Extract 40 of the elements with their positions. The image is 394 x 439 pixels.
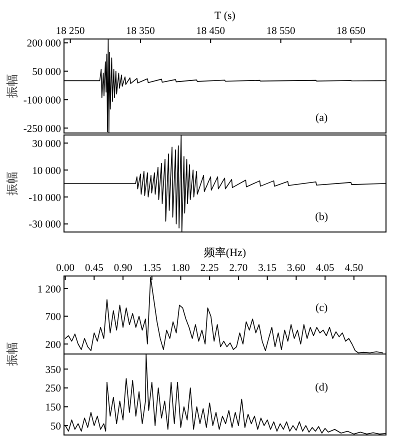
x-tick-label: 18 350 <box>126 26 155 37</box>
x-tick-label: 18 550 <box>266 26 296 37</box>
y-tick-label: 700 <box>45 312 61 324</box>
x-axis-title: T (s) <box>214 10 236 22</box>
x-axis-title: 频率(Hz) <box>204 246 246 259</box>
y-tick-label: 10 000 <box>32 166 61 177</box>
x-tick-label: 3.60 <box>287 263 306 274</box>
x-tick-label: 2.70 <box>229 263 248 274</box>
y-tick-label: 50 <box>50 421 61 432</box>
x-tick-label: 1.35 <box>142 263 162 274</box>
annotation: (d) <box>315 381 328 394</box>
y-tick-label: 30 000 <box>32 138 61 150</box>
x-tick-label: 18 250 <box>56 26 85 37</box>
y-tick-label: 200 000 <box>26 38 61 50</box>
y-tick-label: 350 <box>45 364 61 376</box>
x-tick-label: 4.05 <box>316 263 334 274</box>
annotation: (b) <box>315 211 328 223</box>
y-tick-label: -30 000 <box>28 220 61 231</box>
y-axis-title: 振幅 <box>5 74 19 98</box>
y-tick-label: -100 000 <box>23 95 61 106</box>
y-tick-label: 50 000 <box>32 67 61 78</box>
annotation: (c) <box>315 302 328 314</box>
y-axis-title: 振幅 <box>5 342 19 366</box>
x-tick-label: 2.25 <box>200 263 219 274</box>
x-tick-label: 0.90 <box>114 263 132 274</box>
x-tick-label: 1.80 <box>172 263 190 274</box>
x-tick-label: 3.15 <box>258 263 277 274</box>
annotation: (a) <box>315 112 328 124</box>
y-tick-label: 1 200 <box>37 284 61 296</box>
x-tick-label: 4.50 <box>344 263 364 274</box>
x-tick-label: 0.45 <box>84 263 104 274</box>
x-tick-label: 18 450 <box>196 26 226 37</box>
x-tick-label: 18 650 <box>336 26 366 37</box>
y-tick-label: 250 <box>45 384 61 395</box>
y-tick-label: -250 000 <box>23 124 61 135</box>
y-tick-label: 150 <box>45 402 61 414</box>
y-tick-label: -10 000 <box>28 192 61 204</box>
x-tick-label: 0.00 <box>56 263 74 274</box>
y-tick-label: 200 <box>45 340 61 351</box>
y-axis-title: 振幅 <box>5 172 19 196</box>
